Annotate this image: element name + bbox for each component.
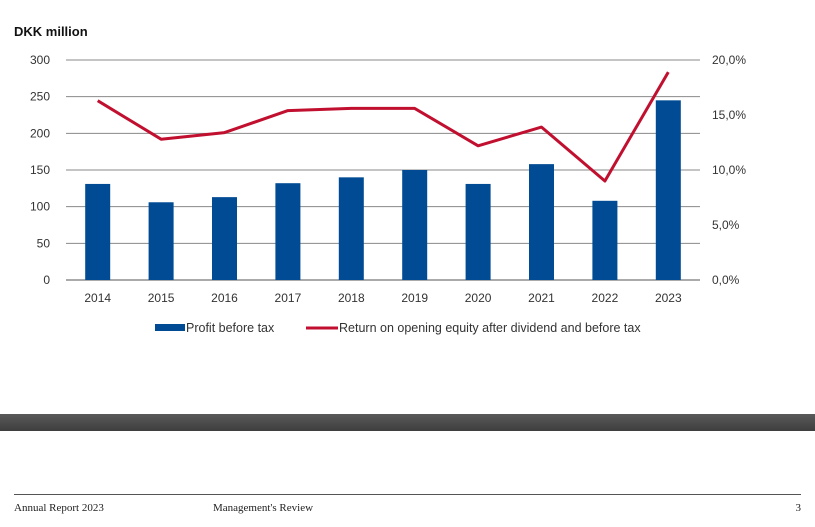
bar: [212, 197, 237, 280]
left-tick-label: 300: [30, 53, 50, 67]
combo-chart: DKK million 0 50 100 150 200 250 300 0,0% 5,0% 1…: [14, 24, 746, 335]
bar: [465, 183, 491, 280]
right-tick-label: 20,0%: [712, 53, 746, 67]
section-divider: [0, 414, 815, 431]
left-tick-label: 0: [43, 273, 50, 287]
legend-bar-swatch: [155, 324, 185, 331]
bar: [402, 170, 428, 280]
return-line: [96, 71, 670, 183]
right-tick-label: 15,0%: [712, 108, 746, 122]
legend-bar-label: Profit before tax: [186, 321, 275, 335]
right-tick-label: 10,0%: [712, 163, 746, 177]
x-tick-label: 2017: [275, 291, 302, 305]
x-tick-label: 2022: [592, 291, 619, 305]
bar: [148, 202, 174, 280]
right-tick-label: 5,0%: [712, 218, 740, 232]
x-tick-label: 2021: [528, 291, 555, 305]
right-axis-ticks: 0,0% 5,0% 10,0% 15,0% 20,0%: [712, 53, 746, 287]
left-tick-label: 200: [30, 126, 50, 140]
left-tick-label: 100: [30, 200, 50, 214]
bar: [592, 200, 618, 280]
bar: [529, 164, 554, 280]
x-tick-label: 2015: [148, 291, 175, 305]
legend-line-label: Return on opening equity after dividend …: [339, 321, 641, 335]
y-axis-unit-label: DKK million: [14, 24, 88, 39]
x-tick-label: 2023: [655, 291, 682, 305]
footer-report-title: Annual Report 2023: [14, 502, 104, 514]
bar: [275, 183, 301, 280]
left-axis-ticks: 0 50 100 150 200 250 300: [30, 53, 50, 287]
footer-section-title: Management's Review: [213, 502, 314, 514]
return-series-line: [96, 71, 670, 183]
profit-bars: [85, 100, 681, 280]
left-tick-label: 250: [30, 90, 50, 104]
x-axis-ticks: 2014 2015 2016 2017 2018 2019 2020 2021 2022 2023: [84, 291, 682, 305]
right-tick-label: 0,0%: [712, 273, 740, 287]
page-footer: Annual Report 2023 Management's Review 3: [14, 494, 801, 514]
x-tick-label: 2018: [338, 291, 365, 305]
x-tick-label: 2016: [211, 291, 238, 305]
x-tick-label: 2020: [465, 291, 492, 305]
bar: [85, 183, 111, 280]
left-tick-label: 150: [30, 163, 50, 177]
legend: Profit before tax Return on opening equi…: [155, 321, 641, 335]
x-tick-label: 2019: [401, 291, 428, 305]
bar: [338, 177, 364, 280]
left-tick-label: 50: [37, 236, 51, 250]
x-tick-label: 2014: [84, 291, 111, 305]
page-number: 3: [795, 502, 802, 514]
bar: [655, 100, 681, 280]
